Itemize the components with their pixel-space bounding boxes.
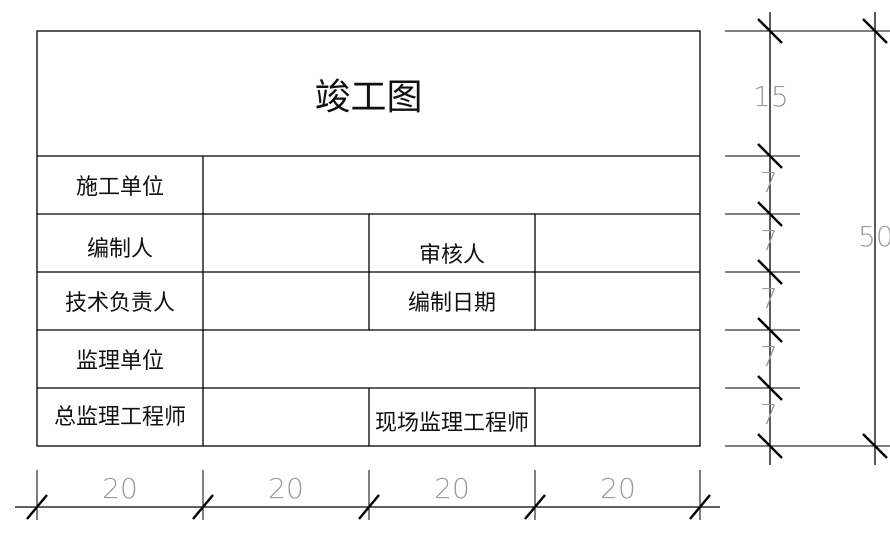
h-tick-1 [26, 494, 48, 520]
drawing-title: 竣工图 [314, 77, 423, 118]
v-dim-text-5: 7 [760, 340, 778, 373]
v-tick-1 [757, 18, 783, 44]
h-dim-text-4: 20 [600, 472, 636, 505]
h-dim-text-1: 20 [102, 472, 138, 505]
h-dim-text-2: 20 [268, 472, 304, 505]
v-dim-text-3: 7 [760, 224, 778, 257]
h-tick-2 [192, 494, 214, 520]
v-tick-2 [757, 143, 783, 169]
v-tick-6 [757, 375, 783, 401]
v-dim-text-2: 7 [760, 166, 778, 199]
h-tick-5 [689, 494, 711, 520]
v-dim-text-1: 15 [753, 80, 789, 113]
overall-dimension [800, 12, 890, 465]
label-supervision-unit: 监理单位 [75, 349, 164, 374]
table-grid [36, 30, 701, 447]
label-construction-unit: 施工单位 [75, 175, 164, 200]
v-tick-5 [757, 317, 783, 343]
label-site-supervisor: 现场监理工程师 [374, 411, 529, 436]
h-dim-text-3: 20 [434, 472, 470, 505]
v-dim-text-4: 7 [760, 282, 778, 315]
label-compiler: 编制人 [86, 237, 153, 262]
v-tick-4 [757, 259, 783, 285]
label-compile-date: 编制日期 [407, 291, 496, 316]
label-chief-supervisor: 总监理工程师 [53, 405, 186, 430]
overall-tick-bottom [862, 433, 888, 459]
v-dim-text-6: 7 [760, 398, 778, 431]
h-tick-4 [524, 494, 546, 520]
horizontal-dimension [15, 470, 720, 520]
label-reviewer: 审核人 [418, 243, 485, 268]
v-tick-7 [757, 433, 783, 459]
label-technical-lead: 技术负责人 [64, 291, 175, 316]
h-tick-3 [358, 494, 380, 520]
v-tick-3 [757, 201, 783, 227]
vertical-dimension-chain [725, 12, 890, 465]
overall-tick-top [862, 18, 888, 44]
overall-dim-text: 50 [858, 220, 890, 253]
